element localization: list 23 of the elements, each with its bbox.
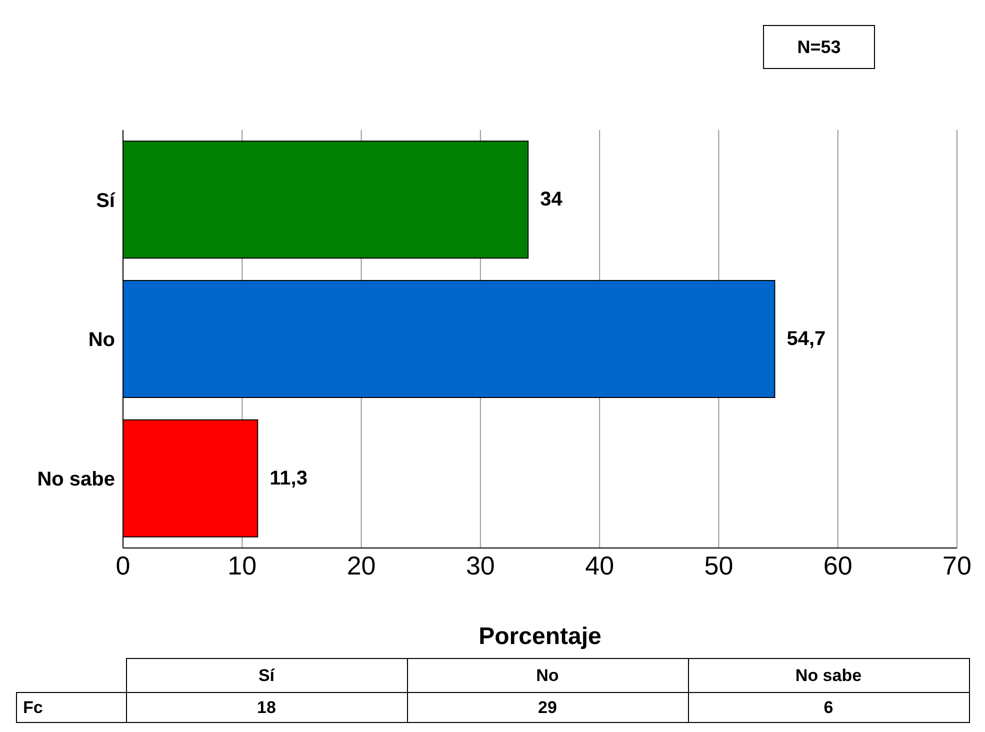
text: 18 [126,692,407,722]
text: 29 [407,692,688,722]
x-tick-label: 30 [466,550,495,580]
text: Fc [16,692,126,722]
x-tick-label: 20 [346,550,376,580]
text: N=53 [763,25,875,69]
y-tick-label: Sí [96,190,116,212]
category-label: No [536,666,559,684]
x-tick-label: 70 [942,550,972,580]
x-tick-label: 40 [585,550,614,580]
data-label: 34 [540,188,564,211]
data-label: 54,7 [786,328,826,350]
y-tick-label: No sabe [37,468,115,490]
text: 6 [688,692,969,722]
x-tick-label: 10 [228,550,257,580]
category-label: Sí [258,666,275,684]
x-tick-label: 0 [116,550,130,580]
x-axis-title: Porcentaje [478,623,602,650]
data-label: 11,3 [270,467,308,490]
y-tick-label: No [88,329,115,352]
x-tick-label: 60 [823,550,852,580]
x-tick-label: 50 [704,550,734,580]
category-label: No sabe [795,666,862,684]
